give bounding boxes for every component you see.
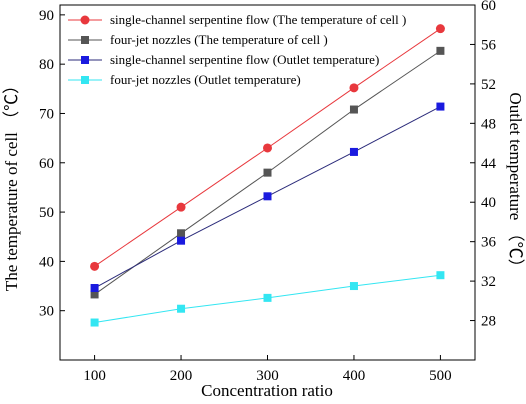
series-0-point xyxy=(435,24,445,34)
y-left-tick-label: 50 xyxy=(39,205,54,221)
legend-label-1: four-jet nozzles (The temperature of cel… xyxy=(110,32,328,47)
series-1-point xyxy=(349,105,358,114)
series-1-point xyxy=(90,290,99,299)
y-right-tick-label: 40 xyxy=(481,195,496,211)
legend-marker-1 xyxy=(81,36,89,44)
series-3-point xyxy=(263,293,272,302)
legend-marker-0 xyxy=(80,15,90,25)
y-right-tick-label: 44 xyxy=(481,156,497,172)
series-3-point xyxy=(436,271,445,280)
x-tick-label: 300 xyxy=(256,368,279,384)
series-1-point xyxy=(177,229,186,238)
legend-marker-2 xyxy=(81,56,89,64)
series-0-point xyxy=(263,143,272,153)
y-right-axis-title: Outlet temperature （℃） xyxy=(506,92,525,275)
series-0-point xyxy=(90,261,100,271)
x-tick-label: 500 xyxy=(429,368,452,384)
y-right-tick-label: 60 xyxy=(481,0,496,14)
y-left-tick-label: 80 xyxy=(39,57,54,73)
legend-label-0: single-channel serpentine flow (The temp… xyxy=(110,12,406,27)
legend-label-3: four-jet nozzles (Outlet temperature) xyxy=(110,72,301,87)
x-tick-label: 100 xyxy=(83,368,106,384)
series-3-point xyxy=(177,304,186,313)
y-left-axis-title: The temperature of cell （℃） xyxy=(2,77,21,291)
legend-label-2: single-channel serpentine flow (Outlet t… xyxy=(110,52,379,67)
series-3-point xyxy=(90,318,99,327)
y-right-tick-label: 48 xyxy=(481,116,496,132)
y-right-tick-label: 36 xyxy=(481,235,497,251)
y-left-tick-label: 60 xyxy=(39,156,54,172)
y-right-tick-label: 32 xyxy=(481,274,496,290)
series-1-point xyxy=(436,46,445,55)
y-right-tick-label: 28 xyxy=(481,314,496,330)
y-left-tick-label: 70 xyxy=(39,106,54,122)
legend-marker-3 xyxy=(81,76,89,84)
x-tick-label: 200 xyxy=(170,368,193,384)
y-right-tick-label: 56 xyxy=(481,37,497,53)
series-3-point xyxy=(349,282,358,291)
x-tick-label: 400 xyxy=(343,368,366,384)
series-2-point xyxy=(436,102,445,111)
series-1-point xyxy=(263,168,272,177)
y-left-tick-label: 40 xyxy=(39,254,54,270)
y-left-tick-label: 30 xyxy=(39,304,54,320)
y-right-tick-label: 52 xyxy=(481,77,496,93)
y-left-tick-label: 90 xyxy=(39,8,54,24)
series-2-point xyxy=(177,236,186,245)
x-axis-title: Concentration ratio xyxy=(201,381,333,400)
series-0-point xyxy=(176,202,186,212)
series-2-point xyxy=(349,147,358,156)
series-2-point xyxy=(90,284,99,293)
series-2-point xyxy=(263,192,272,201)
series-0-point xyxy=(349,83,359,93)
